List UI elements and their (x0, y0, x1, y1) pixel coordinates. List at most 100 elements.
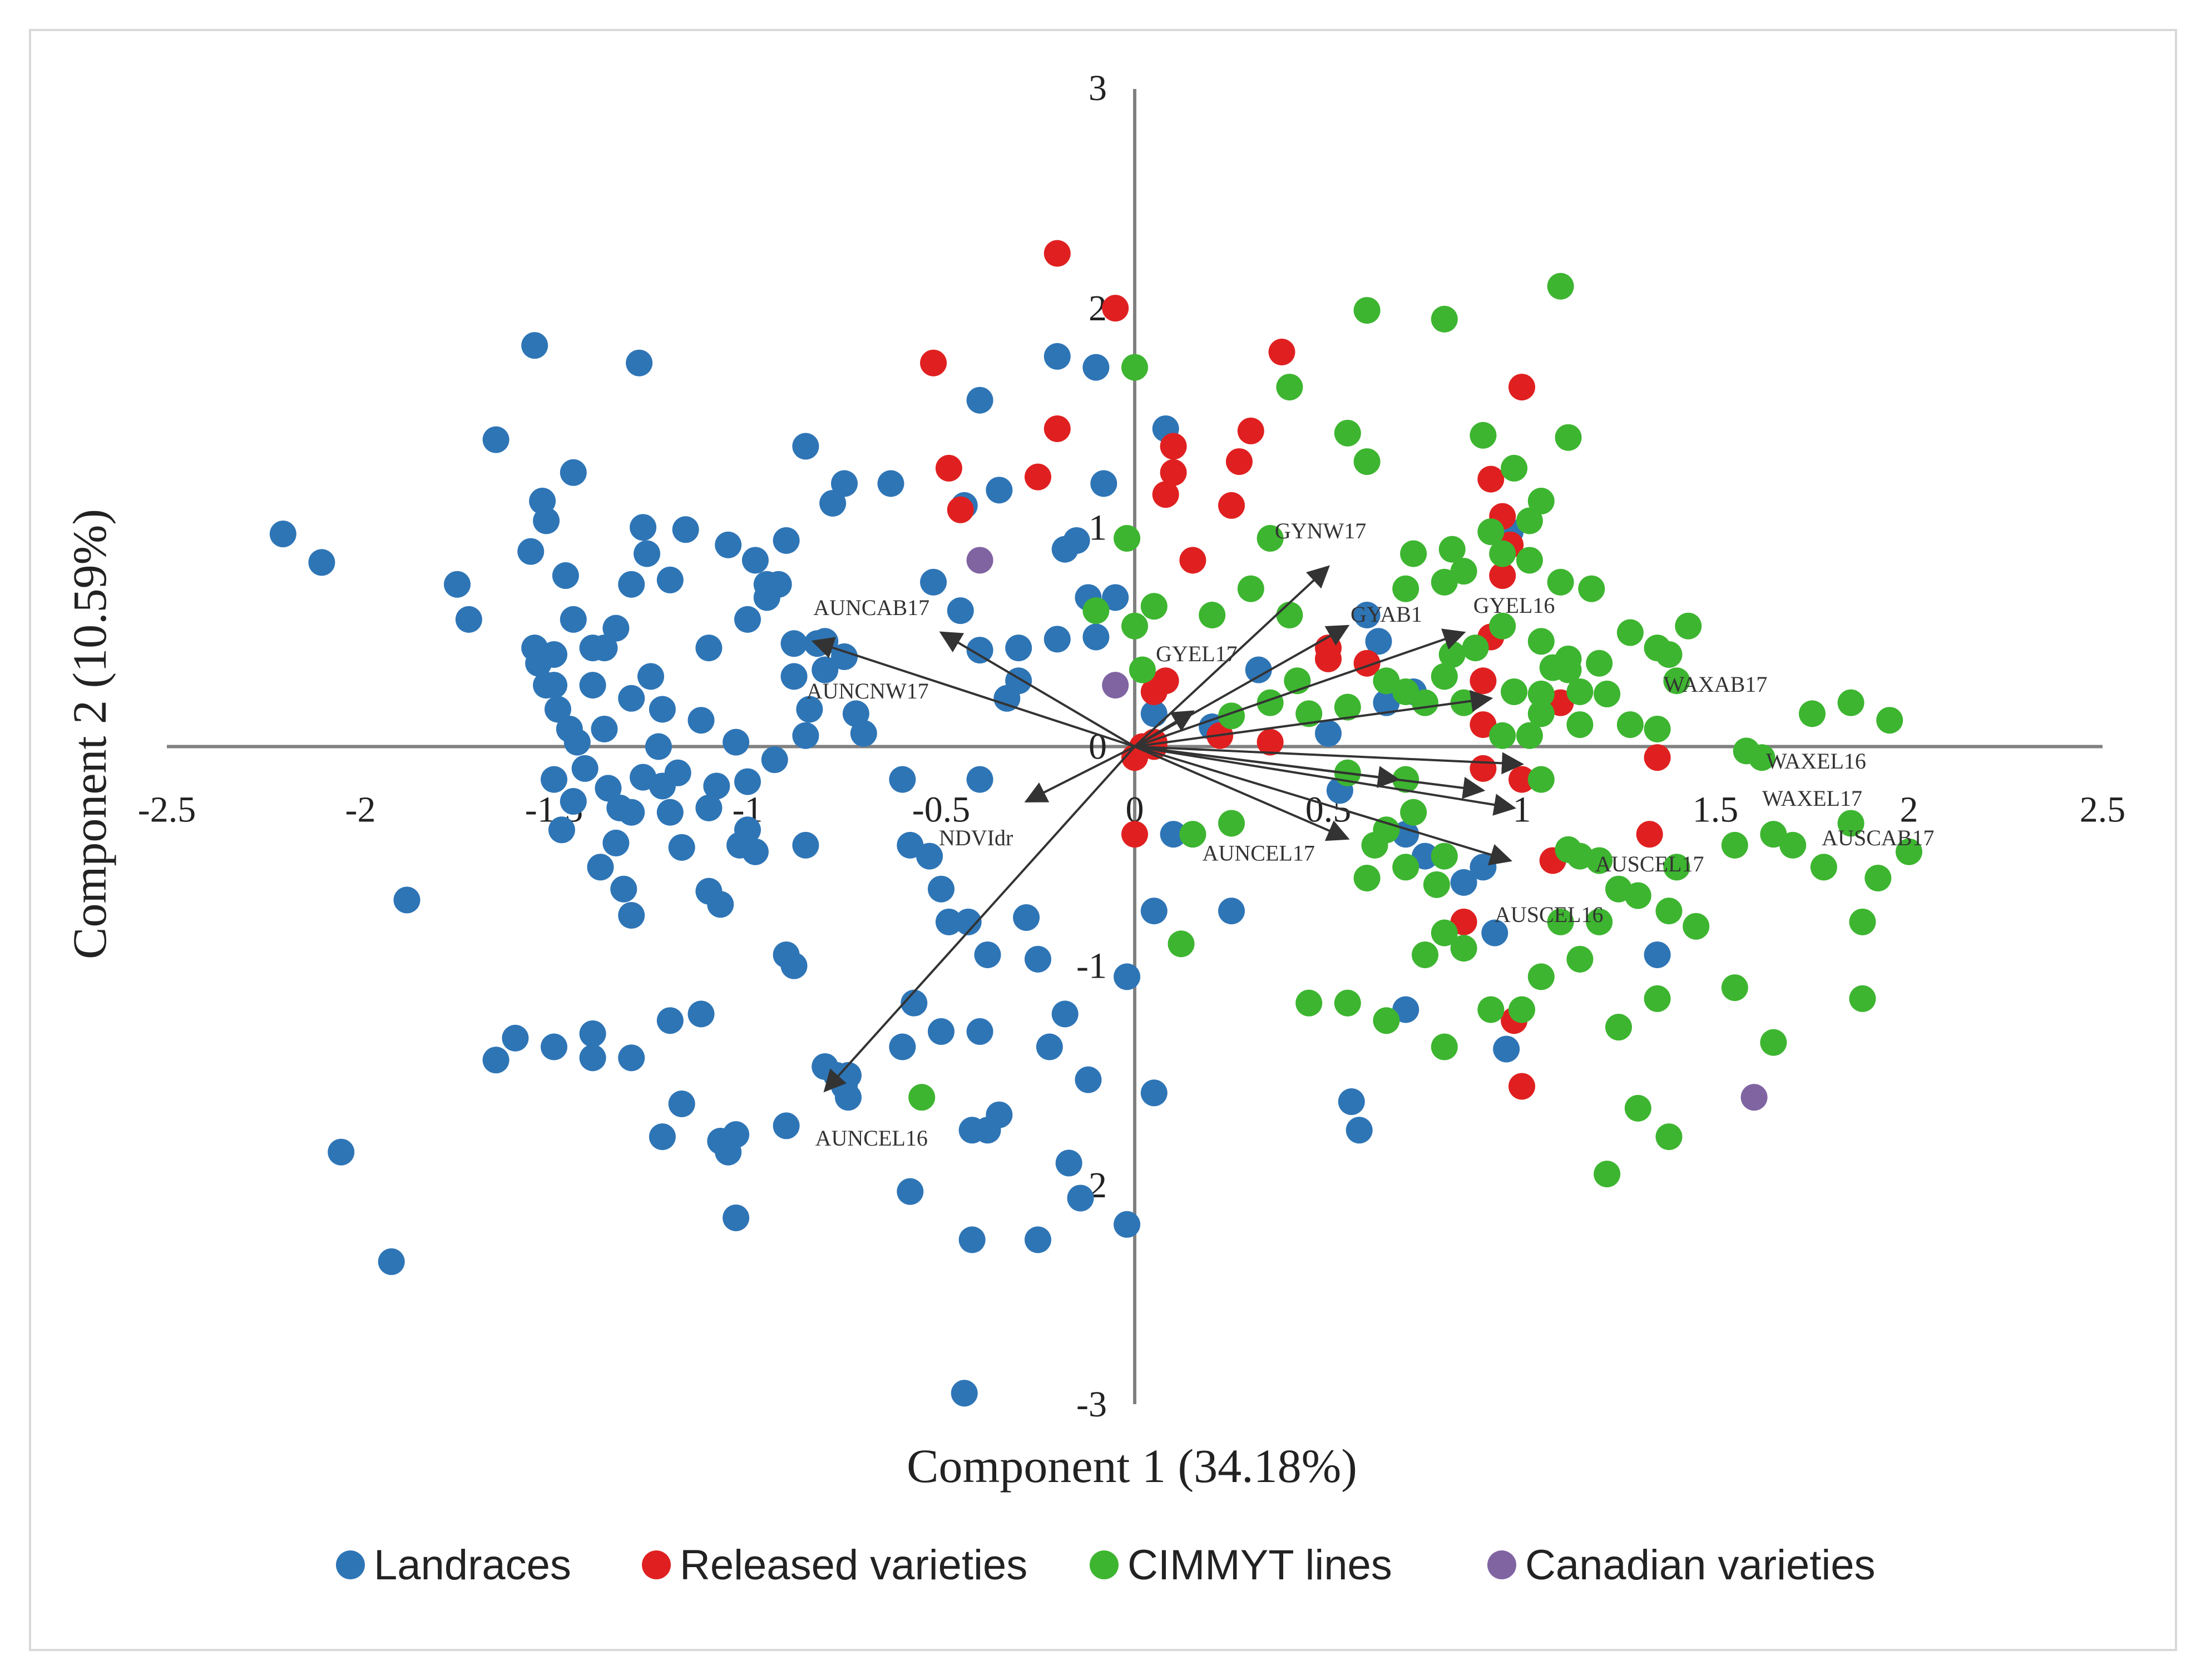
point-cimmyt-lines (1849, 985, 1876, 1012)
point-released-varieties (1102, 295, 1129, 322)
vector-label-waxel17: WAXEL17 (1762, 786, 1862, 811)
point-canadian-varieties (966, 547, 993, 574)
point-landraces (1644, 941, 1671, 968)
point-landraces (579, 672, 606, 699)
loading-vectors (811, 565, 1524, 1093)
point-landraces (753, 584, 780, 611)
point-landraces (812, 656, 839, 683)
point-landraces (916, 843, 943, 870)
vector-label-auscel16: AUSCEL16 (1495, 902, 1604, 927)
point-landraces (1470, 854, 1497, 881)
point-cimmyt-lines (1179, 821, 1206, 848)
point-cimmyt-lines (1295, 700, 1323, 727)
vector-label-gyel17: GYEL17 (1156, 641, 1238, 666)
point-landraces (951, 1380, 978, 1407)
point-landraces (579, 1044, 606, 1072)
point-released-varieties (1353, 650, 1381, 677)
point-cimmyt-lines (1334, 989, 1361, 1017)
point-landraces (1102, 584, 1129, 611)
loading-vector-auscel16 (1134, 745, 1512, 866)
point-cimmyt-lines (1334, 693, 1361, 721)
point-landraces (1036, 1033, 1063, 1060)
x-axis-title: Component 1 (34.18%) (907, 1439, 1357, 1493)
point-landraces (618, 571, 645, 598)
point-cimmyt-lines (1431, 919, 1458, 946)
point-landraces (966, 766, 993, 793)
point-landraces (695, 794, 723, 821)
point-released-varieties (1508, 1073, 1535, 1100)
point-landraces (1353, 602, 1381, 628)
point-cimmyt-lines (1655, 898, 1683, 925)
point-cimmyt-lines (1849, 908, 1876, 935)
vector-label-gyab1: GYAB1 (1351, 602, 1422, 627)
point-cimmyt-lines (1527, 963, 1555, 990)
loading-vector-auscab17 (1134, 745, 1401, 789)
point-cimmyt-lines (1837, 689, 1864, 716)
point-landraces (958, 1226, 986, 1253)
point-cimmyt-lines (1373, 667, 1400, 695)
point-released-varieties (1152, 667, 1179, 695)
point-landraces (618, 799, 645, 826)
point-released-varieties (1315, 645, 1342, 672)
point-cimmyt-lines (1594, 1161, 1621, 1188)
point-landraces (935, 908, 962, 935)
point-landraces (1140, 898, 1168, 925)
point-released-varieties (1121, 821, 1148, 848)
point-landraces (850, 720, 877, 747)
point-landraces (1450, 869, 1477, 896)
point-landraces (664, 759, 691, 786)
point-landraces (901, 989, 928, 1017)
point-released-varieties (1477, 465, 1505, 493)
point-landraces (560, 788, 587, 815)
point-landraces (602, 614, 630, 642)
point-cimmyt-lines (1547, 568, 1574, 596)
vector-label-waxab17: WAXAB17 (1664, 672, 1768, 697)
point-cimmyt-lines (1655, 641, 1683, 668)
point-cimmyt-lines (1760, 1029, 1787, 1056)
point-landraces (1160, 821, 1187, 848)
vector-label-auscab17: AUSCAB17 (1822, 825, 1934, 850)
point-landraces (645, 733, 672, 760)
point-cimmyt-lines (1810, 854, 1837, 881)
point-cimmyt-lines (1334, 419, 1361, 447)
vector-label-auscel17: AUSCEL17 (1595, 851, 1704, 876)
point-landraces (502, 1024, 529, 1052)
point-cimmyt-lines (1082, 597, 1110, 625)
point-cimmyt-lines (1276, 374, 1303, 401)
point-cimmyt-lines (1470, 422, 1497, 449)
point-cimmyt-lines (1527, 628, 1555, 655)
loading-vector-auscel17 (1134, 745, 1517, 816)
point-canadian-varieties (1102, 672, 1129, 699)
point-landraces (1218, 898, 1245, 925)
point-released-varieties (1237, 417, 1264, 444)
point-landraces (591, 635, 618, 662)
point-landraces (877, 470, 904, 497)
point-cimmyt-lines (1527, 700, 1555, 727)
point-cimmyt-lines (1527, 680, 1555, 707)
point-landraces (986, 477, 1013, 504)
point-cimmyt-lines (1423, 871, 1450, 898)
point-landraces (521, 332, 548, 359)
y-axis-title: Component 2 (10.59%) (63, 509, 116, 959)
point-cimmyt-lines (1295, 989, 1323, 1017)
point-landraces (761, 746, 788, 774)
point-landraces (541, 1033, 567, 1060)
point-landraces (734, 606, 761, 633)
point-cimmyt-lines (1450, 935, 1477, 962)
loading-vector-labels: GYNW17 GYAB1 GYEL16 GYEL17 WAXAB17 WAXEL16 WAX… (807, 518, 1935, 1151)
point-cimmyt-lines (1373, 1007, 1400, 1034)
point-landraces (541, 641, 567, 668)
point-landraces (723, 1204, 750, 1231)
point-landraces (444, 571, 471, 598)
point-cimmyt-lines (1799, 700, 1826, 727)
point-cimmyt-lines (1392, 575, 1419, 602)
legend-marker-landraces (336, 1550, 365, 1579)
loading-vector-waxel16 (1134, 745, 1524, 775)
point-cimmyt-lines (1578, 575, 1605, 602)
point-landraces (1481, 919, 1508, 946)
point-landraces (928, 1018, 954, 1045)
point-cimmyt-lines (1412, 941, 1438, 968)
point-landraces (544, 696, 571, 723)
point-landraces (966, 386, 993, 414)
point-landraces (928, 875, 954, 903)
